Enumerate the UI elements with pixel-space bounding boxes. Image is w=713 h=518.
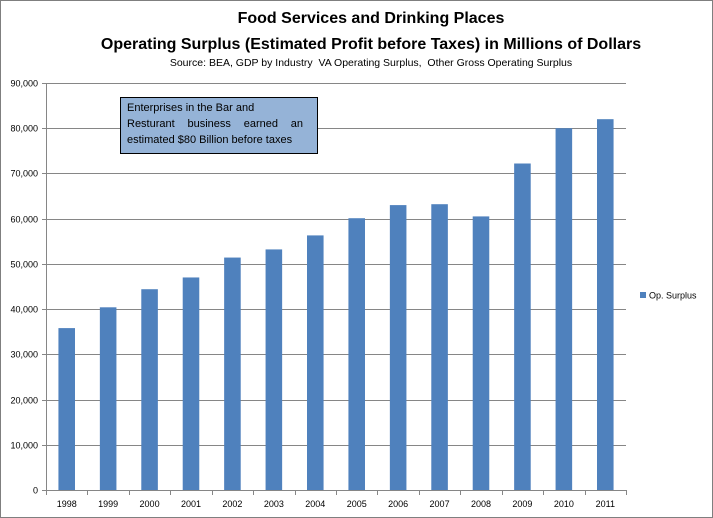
bar-2003 bbox=[265, 249, 283, 490]
bar-2009 bbox=[514, 163, 531, 490]
legend-label: Op. Surplus bbox=[649, 291, 697, 301]
chart-subtitle: Operating Surplus (Estimated Profit befo… bbox=[100, 36, 642, 53]
bar-2006 bbox=[389, 205, 407, 490]
x-tick-label: 2006 bbox=[388, 499, 408, 509]
bar-2004 bbox=[307, 235, 324, 490]
x-tick-label: 2004 bbox=[305, 499, 325, 509]
legend-swatch bbox=[640, 292, 646, 298]
bar-2002 bbox=[224, 257, 241, 490]
bar-1998 bbox=[58, 328, 75, 490]
bar-2008 bbox=[472, 216, 490, 490]
y-tick-label: 30,000 bbox=[10, 350, 38, 360]
y-tick-label: 10,000 bbox=[10, 441, 38, 451]
y-tick-label: 40,000 bbox=[10, 305, 38, 315]
annotation-line: Enterprises in the Bar and bbox=[127, 102, 255, 114]
y-tick-label: 80,000 bbox=[10, 124, 38, 134]
bar-2011 bbox=[597, 119, 614, 491]
x-tick-label: 2002 bbox=[222, 499, 242, 509]
y-tick-label: 0 bbox=[33, 486, 38, 496]
x-tick-label: 2005 bbox=[347, 499, 367, 509]
x-tick-label: 1999 bbox=[98, 499, 118, 509]
x-tick-label: 2003 bbox=[264, 499, 284, 509]
x-tick-label: 2001 bbox=[181, 499, 201, 509]
x-tick-label: 2010 bbox=[554, 499, 574, 509]
chart-title: Food Services and Drinking Places bbox=[237, 10, 505, 27]
x-tick-label: 2000 bbox=[140, 499, 160, 509]
bar-2010 bbox=[555, 128, 573, 490]
bar-1999 bbox=[99, 307, 117, 490]
bar-2007 bbox=[431, 204, 448, 490]
annotation-line: Resturant business earned an bbox=[127, 118, 303, 130]
bar-2001 bbox=[182, 277, 200, 490]
annotation-box: Enterprises in the Bar and Resturant bus… bbox=[120, 97, 318, 154]
y-tick-label: 70,000 bbox=[10, 169, 38, 179]
bar-2005 bbox=[348, 218, 365, 490]
x-tick-label: 2007 bbox=[430, 499, 450, 509]
chart-source-note: Source: BEA, GDP by Industry VA Operatin… bbox=[169, 57, 573, 69]
annotation-line: estimated $80 Billion before taxes bbox=[127, 134, 293, 146]
bar-2000 bbox=[141, 289, 158, 490]
y-tick-label: 50,000 bbox=[10, 260, 38, 270]
x-tick-label: 2008 bbox=[471, 499, 491, 509]
x-tick-label: 2009 bbox=[512, 499, 532, 509]
y-tick-label: 90,000 bbox=[10, 79, 38, 89]
x-tick-label: 1998 bbox=[57, 499, 77, 509]
y-tick-label: 60,000 bbox=[10, 215, 38, 225]
x-tick-label: 2011 bbox=[596, 499, 615, 509]
y-tick-label: 20,000 bbox=[10, 396, 38, 406]
